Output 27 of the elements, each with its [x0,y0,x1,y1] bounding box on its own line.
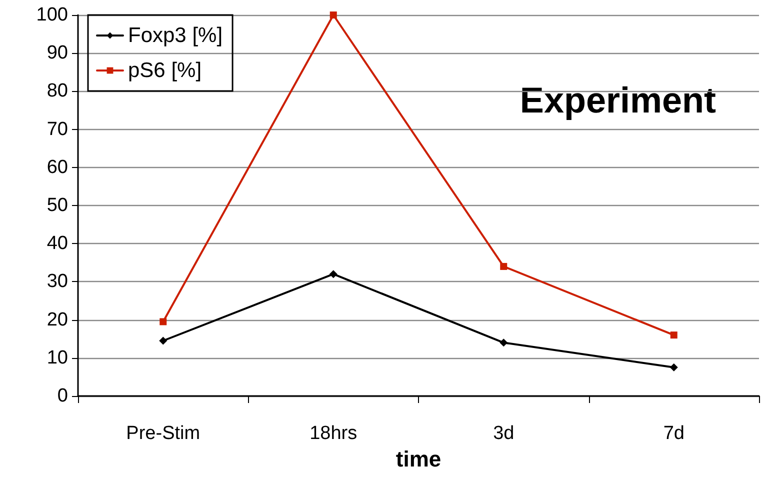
x-tick-label: 7d [663,423,684,444]
x-tick-label: Pre-Stim [126,423,200,444]
x-tick-label: 3d [493,423,514,444]
x-tick-label: 18hrs [310,423,358,444]
y-tick-label: 10 [46,347,68,368]
legend-label: pS6 [%] [128,59,202,82]
point [329,270,338,278]
point [159,336,168,345]
point [160,318,167,326]
y-tick-label: 0 [57,386,68,406]
y-tick-label: 70 [46,118,68,140]
y-tick-label: 90 [46,42,68,64]
legend-label: Foxp3 [%] [128,24,223,47]
y-tick-label: 40 [46,233,68,254]
y-tick-label: 100 [36,4,68,26]
y-tick-label: 80 [46,80,68,102]
point [500,262,508,270]
point [670,363,678,372]
annotation: Experiment [520,80,716,120]
point [670,332,678,339]
x-axis-title: time [396,446,442,472]
y-tick-label: 30 [46,271,68,292]
y-tick-label: 50 [46,195,68,216]
y-tick-label: 20 [46,309,68,330]
y-tick-label: 60 [46,156,68,178]
point [500,338,508,347]
point [330,12,337,18]
